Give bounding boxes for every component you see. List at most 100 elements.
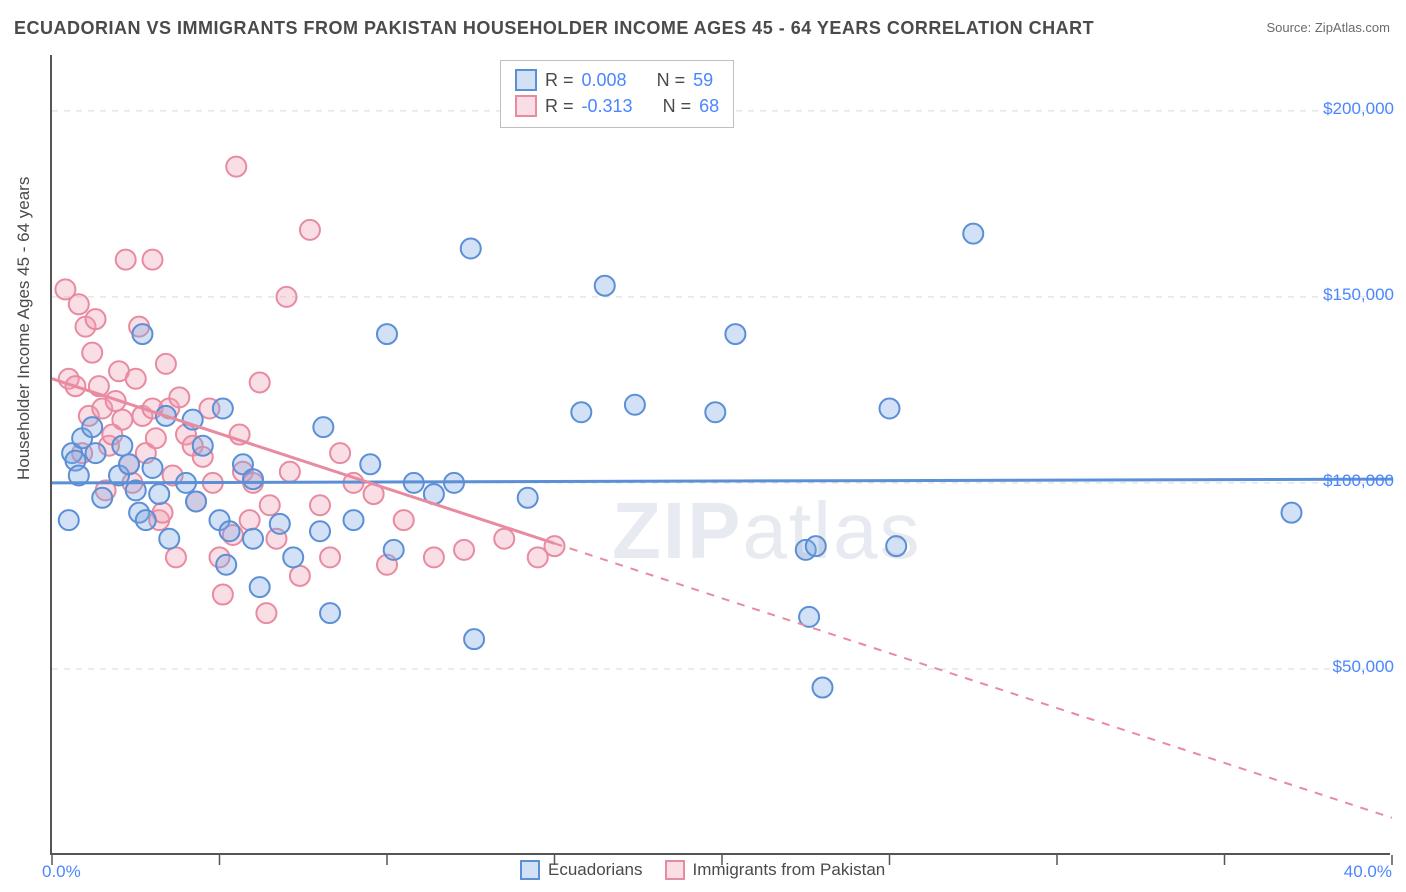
data-point xyxy=(270,514,290,534)
data-point xyxy=(330,443,350,463)
data-point xyxy=(320,547,340,567)
data-point xyxy=(963,224,983,244)
trendline-dashed-pakistan xyxy=(555,543,1393,817)
data-point xyxy=(806,536,826,556)
legend-swatch xyxy=(515,69,537,91)
data-point xyxy=(310,495,330,515)
data-point xyxy=(226,157,246,177)
stats-row: R = -0.313 N = 68 xyxy=(515,93,719,119)
source-label: Source: xyxy=(1266,20,1314,35)
data-point xyxy=(313,417,333,437)
x-axis-end-label: 40.0% xyxy=(1344,862,1392,882)
data-point xyxy=(216,555,236,575)
data-point xyxy=(156,354,176,374)
data-point xyxy=(186,492,206,512)
data-point xyxy=(283,547,303,567)
series-pakistan xyxy=(55,157,564,624)
data-point xyxy=(595,276,615,296)
data-point xyxy=(625,395,645,415)
stats-legend-box: R = 0.008 N = 59 R = -0.313 N = 68 xyxy=(500,60,734,128)
data-point xyxy=(143,458,163,478)
legend-item: Ecuadorians xyxy=(520,860,643,880)
n-value: 59 xyxy=(693,70,713,91)
chart-svg xyxy=(52,55,1392,855)
data-point xyxy=(116,250,136,270)
source-attribution: Source: ZipAtlas.com xyxy=(1266,20,1390,35)
data-point xyxy=(1282,503,1302,523)
data-point xyxy=(705,402,725,422)
data-point xyxy=(571,402,591,422)
y-tick-label: $50,000 xyxy=(1333,657,1394,677)
data-point xyxy=(310,521,330,541)
data-point xyxy=(260,495,280,515)
data-point xyxy=(250,577,270,597)
data-point xyxy=(344,510,364,530)
data-point xyxy=(880,398,900,418)
data-point xyxy=(86,309,106,329)
data-point xyxy=(464,629,484,649)
data-point xyxy=(112,410,132,430)
bottom-legend: Ecuadorians Immigrants from Pakistan xyxy=(520,860,885,880)
data-point xyxy=(240,510,260,530)
data-point xyxy=(243,469,263,489)
legend-label: Ecuadorians xyxy=(548,860,643,880)
data-point xyxy=(126,369,146,389)
data-point xyxy=(82,343,102,363)
data-point xyxy=(86,443,106,463)
r-value: -0.313 xyxy=(582,96,633,117)
data-point xyxy=(159,529,179,549)
legend-item: Immigrants from Pakistan xyxy=(665,860,886,880)
r-label: R = xyxy=(545,96,574,117)
legend-swatch xyxy=(520,860,540,880)
y-tick-label: $200,000 xyxy=(1323,99,1394,119)
stats-row: R = 0.008 N = 59 xyxy=(515,67,719,93)
data-point xyxy=(250,372,270,392)
data-point xyxy=(494,529,514,549)
data-point xyxy=(92,488,112,508)
n-value: 68 xyxy=(699,96,719,117)
data-point xyxy=(149,484,169,504)
data-point xyxy=(119,454,139,474)
data-point xyxy=(146,428,166,448)
data-point xyxy=(136,510,156,530)
data-point xyxy=(166,547,186,567)
data-point xyxy=(424,547,444,567)
data-point xyxy=(59,510,79,530)
data-point xyxy=(243,529,263,549)
data-point xyxy=(220,521,240,541)
data-point xyxy=(320,603,340,623)
data-point xyxy=(394,510,414,530)
legend-swatch xyxy=(665,860,685,880)
plot-area: ZIPatlas xyxy=(50,55,1390,855)
data-point xyxy=(169,387,189,407)
data-point xyxy=(290,566,310,586)
data-point xyxy=(518,488,538,508)
legend-swatch xyxy=(515,95,537,117)
data-point xyxy=(69,294,89,314)
n-label: N = xyxy=(663,96,692,117)
data-point xyxy=(461,238,481,258)
data-point xyxy=(213,398,233,418)
data-point xyxy=(213,585,233,605)
legend-label: Immigrants from Pakistan xyxy=(693,860,886,880)
data-point xyxy=(454,540,474,560)
data-point xyxy=(277,287,297,307)
n-label: N = xyxy=(657,70,686,91)
series-ecuadorians xyxy=(59,224,1302,698)
data-point xyxy=(143,250,163,270)
y-tick-label: $100,000 xyxy=(1323,471,1394,491)
data-point xyxy=(886,536,906,556)
y-axis-label: Householder Income Ages 45 - 64 years xyxy=(14,177,34,480)
data-point xyxy=(132,324,152,344)
data-point xyxy=(300,220,320,240)
r-value: 0.008 xyxy=(582,70,627,91)
data-point xyxy=(384,540,404,560)
chart-title: ECUADORIAN VS IMMIGRANTS FROM PAKISTAN H… xyxy=(14,18,1094,39)
data-point xyxy=(256,603,276,623)
data-point xyxy=(377,324,397,344)
x-axis-start-label: 0.0% xyxy=(42,862,81,882)
source-site: ZipAtlas.com xyxy=(1315,20,1390,35)
data-point xyxy=(112,436,132,456)
data-point xyxy=(360,454,380,474)
r-label: R = xyxy=(545,70,574,91)
